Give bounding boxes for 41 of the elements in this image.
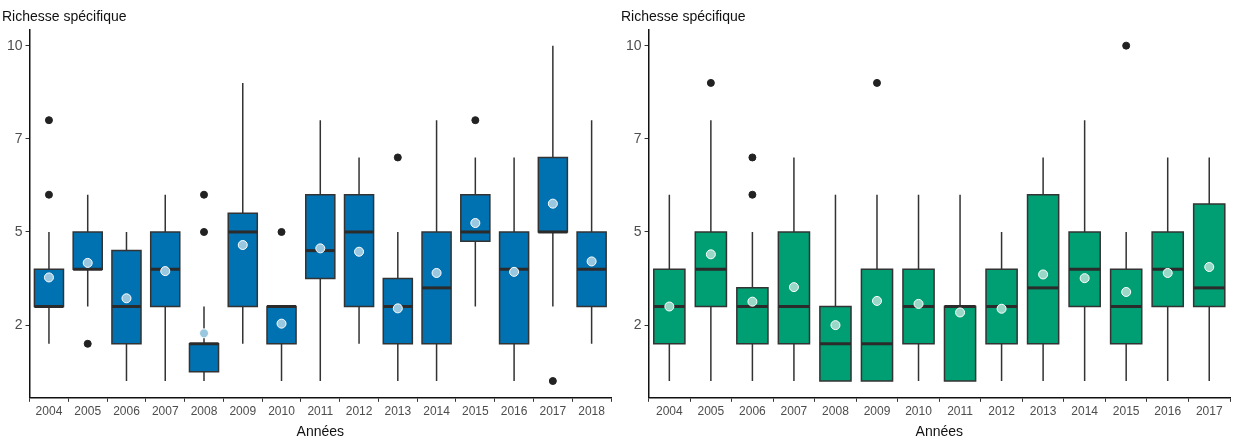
x-tick-label: 2008 — [190, 404, 218, 419]
x-tick-label: 2016 — [1154, 404, 1182, 419]
x-tick-label: 2004 — [35, 404, 63, 419]
y-tick-label: 2 — [14, 315, 23, 332]
x-axis-title: Années — [915, 423, 964, 440]
y-tick-label: 5 — [14, 222, 23, 239]
x-tick-label: 2011 — [307, 404, 334, 419]
y-tick-label: 7 — [633, 129, 642, 146]
y-tick-label: 5 — [633, 222, 642, 239]
x-tick-label: 2012 — [345, 404, 373, 419]
x-tick-label: 2013 — [1029, 404, 1057, 419]
x-tick-label: 2010 — [268, 404, 296, 419]
x-tick-label: 2014 — [1071, 404, 1099, 419]
x-tick-label: 2018 — [578, 404, 606, 419]
x-tick-label: 2009 — [229, 404, 257, 419]
x-tick-label: 2006 — [113, 404, 141, 419]
x-tick-label: 2005 — [74, 404, 102, 419]
x-tick-label: 2005 — [697, 404, 725, 419]
x-tick-label: 2011 — [947, 404, 974, 419]
x-tick-label: 2015 — [461, 404, 489, 419]
x-tick-label: 2012 — [988, 404, 1016, 419]
x-tick-label: 2008 — [822, 404, 850, 419]
y-tick-label: 10 — [6, 36, 23, 53]
x-tick-label: 2006 — [739, 404, 767, 419]
x-tick-label: 2007 — [780, 404, 808, 419]
x-tick-label: 2017 — [539, 404, 567, 419]
x-tick-label: 2009 — [863, 404, 891, 419]
x-axis-title: Années — [296, 423, 345, 440]
y-tick-label: 7 — [14, 129, 23, 146]
x-tick-label: 2010 — [905, 404, 933, 419]
y-tick-label: 2 — [633, 315, 642, 332]
y-axis-title: Richesse spécifique — [621, 8, 746, 24]
x-tick-label: 2015 — [1112, 404, 1140, 419]
x-tick-label: 2017 — [1195, 404, 1223, 419]
x-tick-label: 2013 — [384, 404, 412, 419]
y-axis-title: Richesse spécifique — [2, 8, 127, 24]
x-tick-label: 2014 — [423, 404, 451, 419]
x-tick-label: 2007 — [151, 404, 179, 419]
x-tick-label: 2004 — [655, 404, 684, 419]
x-tick-label: 2016 — [500, 404, 528, 419]
y-tick-label: 10 — [625, 36, 642, 53]
